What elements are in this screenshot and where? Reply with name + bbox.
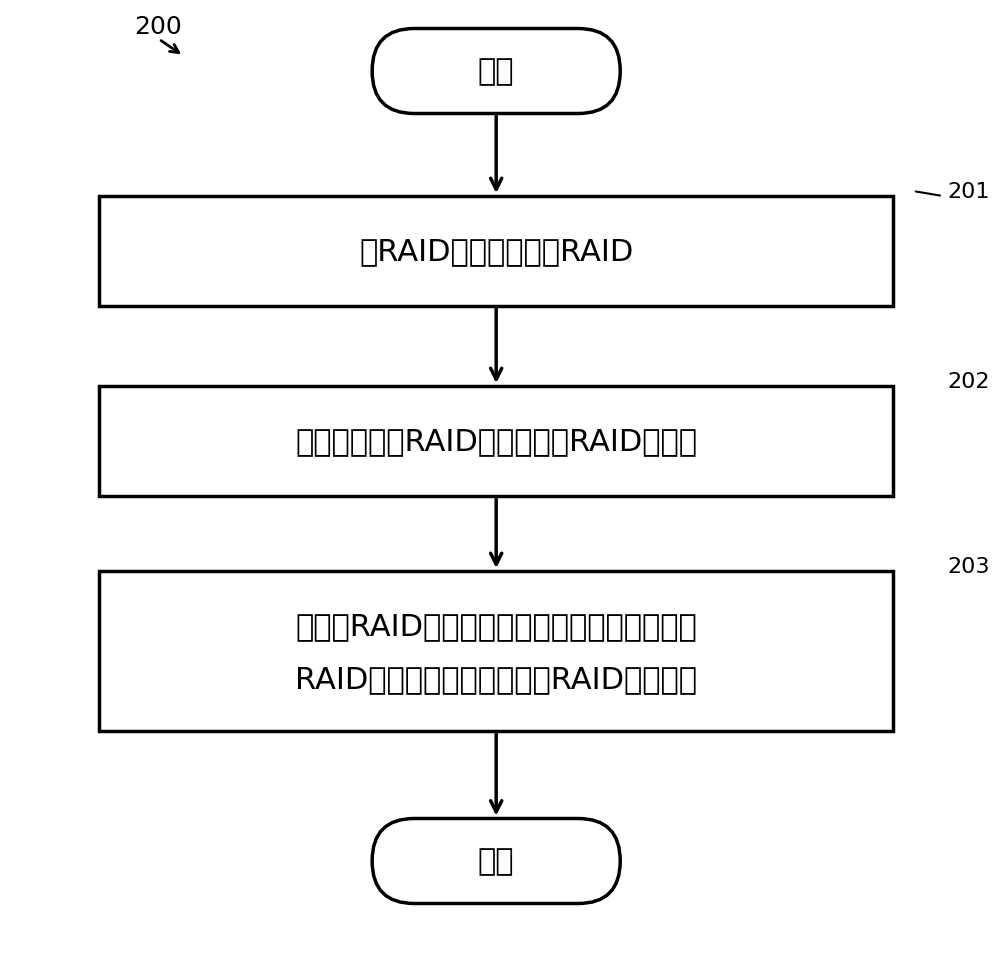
Text: 生成与每个子RAID相对应的子RAID元数据: 生成与每个子RAID相对应的子RAID元数据 [295, 427, 697, 456]
Text: 响应于RAID中的一个磁盘被更换，基于每个子: 响应于RAID中的一个磁盘被更换，基于每个子 [295, 612, 697, 641]
Text: 200: 200 [134, 15, 182, 39]
FancyBboxPatch shape [99, 572, 893, 731]
Text: 203: 203 [948, 556, 990, 577]
FancyBboxPatch shape [99, 386, 893, 497]
Text: 202: 202 [948, 372, 990, 391]
Text: 将RAID划分为多个子RAID: 将RAID划分为多个子RAID [359, 237, 633, 266]
Text: 开始: 开始 [478, 58, 514, 86]
Text: RAID元数据来重构对应的子RAID中的数据: RAID元数据来重构对应的子RAID中的数据 [295, 665, 697, 694]
Text: 201: 201 [948, 182, 990, 202]
FancyBboxPatch shape [372, 30, 620, 114]
Text: 结束: 结束 [478, 847, 514, 875]
FancyBboxPatch shape [99, 197, 893, 307]
FancyBboxPatch shape [372, 819, 620, 903]
